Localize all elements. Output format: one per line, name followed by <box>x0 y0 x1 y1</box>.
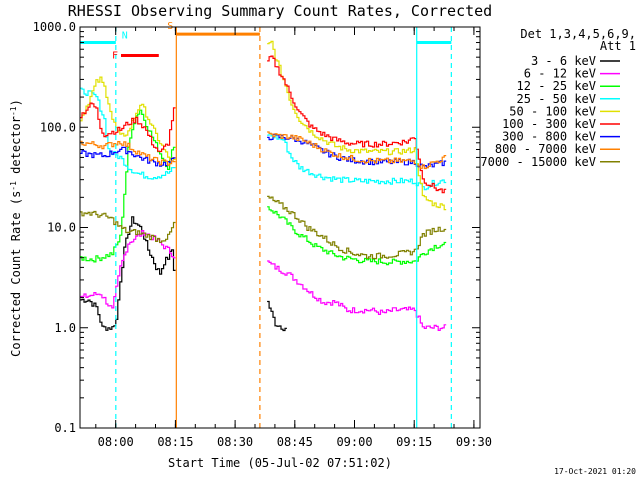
y-tick-label: 0.1 <box>54 421 76 435</box>
series-segment <box>267 55 447 194</box>
legend-header: Det 1,3,4,5,6,9, <box>520 27 636 41</box>
y-tick-label: 1000.0 <box>33 20 76 34</box>
series-segment <box>267 195 447 260</box>
x-tick-label: 08:15 <box>157 435 193 449</box>
chart-title: RHESSI Observing Summary Count Rates, Co… <box>68 2 492 20</box>
y-label-part: detector <box>9 116 23 181</box>
series-segment <box>267 40 447 211</box>
bar-label: F <box>112 50 118 61</box>
series-6to12keV <box>80 230 447 331</box>
x-tick-label: 09:15 <box>396 435 432 449</box>
legend-entry-label: 7000 - 15000 keV <box>480 155 596 169</box>
legend-entry-label: 3 - 6 keV <box>531 54 596 68</box>
series-7000to15000keV <box>80 195 447 260</box>
y-label-part: Corrected Count Rate (s <box>9 191 23 357</box>
y-label-part: ) <box>9 99 23 106</box>
series-segment <box>80 87 176 180</box>
legend-entry-label: 100 - 300 keV <box>502 117 596 131</box>
timestamp: 17-Oct-2021 01:20 <box>554 467 636 476</box>
x-tick-label: 09:00 <box>336 435 372 449</box>
series-segment <box>80 140 176 166</box>
series-segment <box>80 210 176 243</box>
series-12to25keV <box>80 109 447 266</box>
legend-entry-label: 50 - 100 keV <box>509 104 596 118</box>
y-axis-label-text: Corrected Count Rate (s-1 detector-1) <box>9 99 24 357</box>
x-tick-label: 08:00 <box>98 435 134 449</box>
axes-frame <box>79 26 481 429</box>
x-tick-label: 08:45 <box>277 435 313 449</box>
y-tick-label: 1.0 <box>54 321 76 335</box>
y-axis-label: Corrected Count Rate (s-1 detector-1) <box>9 99 24 357</box>
series-segment <box>80 102 176 153</box>
bar-label: N <box>122 31 128 42</box>
x-axis-label: Start Time (05-Jul-02 07:51:02) <box>168 456 392 470</box>
y-tick-label: 10.0 <box>47 221 76 235</box>
series-25to50keV <box>80 87 447 191</box>
x-tick-label: 09:30 <box>456 435 492 449</box>
y-label-superscript: -1 <box>9 181 18 191</box>
x-tick-label: 08:30 <box>217 435 253 449</box>
series-segment <box>80 76 176 161</box>
series-segment <box>267 260 447 331</box>
y-label-superscript: -1 <box>9 106 18 116</box>
legend-entry-label: 6 - 12 keV <box>524 67 596 81</box>
series-3to6keV <box>80 216 287 332</box>
y-tick-label: 100.0 <box>40 120 76 134</box>
series-segment <box>267 300 287 332</box>
legend-entry-label: 25 - 50 keV <box>517 92 596 106</box>
legend-header: Att 1 <box>600 39 636 53</box>
series-segment <box>80 216 176 331</box>
legend-entry-label: 12 - 25 keV <box>517 79 596 93</box>
series-segment <box>267 206 447 266</box>
series-100to300keV <box>80 55 447 194</box>
legend-entry-label: 800 - 7000 keV <box>495 142 596 156</box>
series-300to800keV <box>80 133 447 168</box>
legend-entry-label: 300 - 800 keV <box>502 130 596 144</box>
